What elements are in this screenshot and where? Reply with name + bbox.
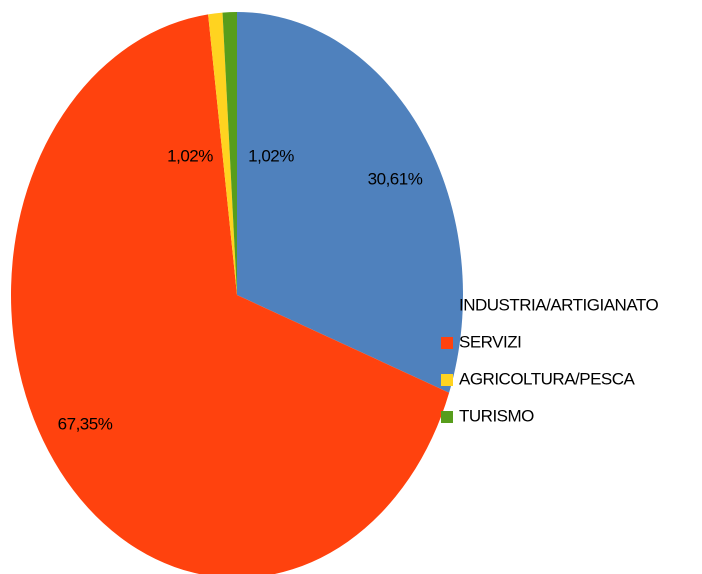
legend-label: INDUSTRIA/ARTIGIANATO (459, 295, 658, 314)
pie-slice (208, 12, 237, 295)
legend-swatch (441, 374, 453, 386)
pie-slice (222, 12, 237, 295)
legend-label: SERVIZI (459, 332, 521, 351)
pie-slice (237, 12, 463, 393)
pie-slice (11, 14, 450, 574)
data-label: 1,02% (167, 146, 213, 165)
legend-swatch (441, 337, 453, 349)
data-label: 1,02% (248, 146, 294, 165)
legend-label: TURISMO (459, 406, 534, 425)
legend-label: AGRICOLTURA/PESCA (459, 369, 636, 388)
legend-swatch (441, 300, 453, 312)
data-label: 67,35% (58, 414, 113, 433)
data-label: 30,61% (368, 169, 423, 188)
legend-swatch (441, 411, 453, 423)
